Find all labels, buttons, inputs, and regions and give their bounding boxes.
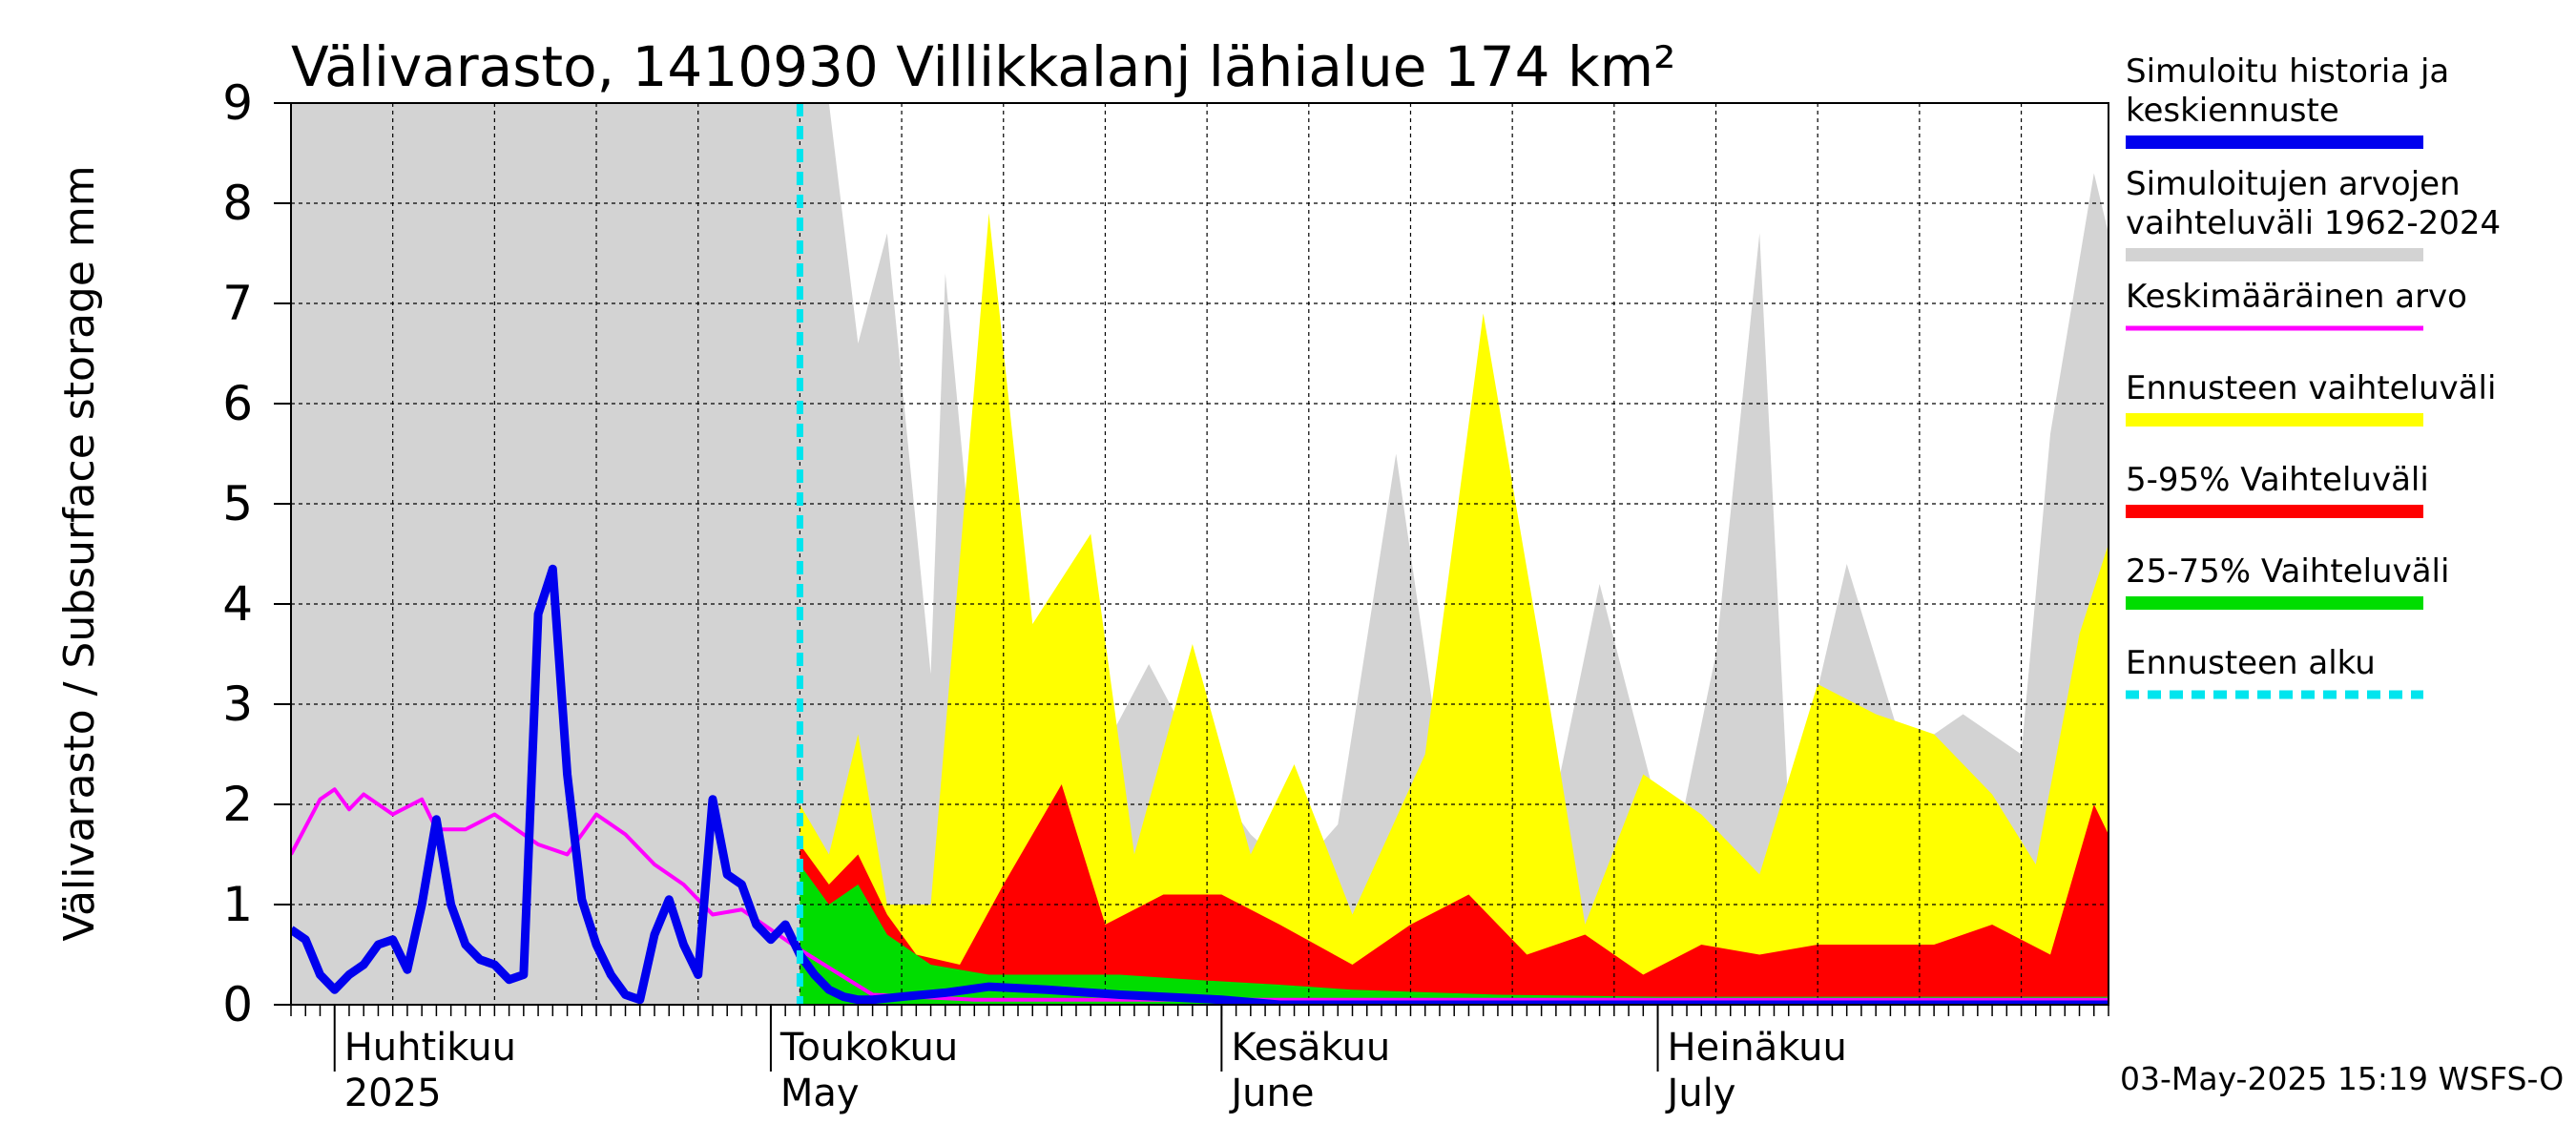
legend-label: Simuloitu historia ja — [2126, 52, 2449, 91]
band-5-95-vaihteluvali — [800, 784, 2109, 1005]
y-tick-label: 4 — [222, 576, 253, 632]
month-label-en: 2025 — [344, 1072, 442, 1115]
y-tick-label: 0 — [222, 977, 253, 1032]
month-label-en: July — [1665, 1072, 1736, 1115]
legend-label: vaihteluväli 1962-2024 — [2126, 204, 2501, 242]
month-label-fi: Heinäkuu — [1668, 1026, 1847, 1070]
legend-label: keskiennuste — [2126, 92, 2339, 130]
legend-item-ennusteen-alku: Ennusteen alku — [2126, 644, 2423, 699]
legend-item-keskimaarainen-arvo: Keskimääräinen arvo — [2126, 278, 2467, 331]
legend-item-5-95-vaihteluvali: 5-95% Vaihteluväli — [2126, 461, 2429, 518]
y-tick-label: 3 — [222, 677, 253, 732]
timestamp-footer: 03-May-2025 15:19 WSFS-O — [2120, 1060, 2564, 1097]
y-tick-label: 7 — [222, 276, 253, 331]
y-axis-label: Välivarasto / Subsurface storage mm — [55, 165, 104, 941]
legend-label: 5-95% Vaihteluväli — [2126, 461, 2429, 499]
month-label-fi: Kesäkuu — [1231, 1026, 1390, 1070]
month-label-en: May — [780, 1072, 860, 1115]
legend: Simuloitu historia jakeskiennusteSimuloi… — [2126, 52, 2501, 699]
y-axis: 0 1 2 3 4 5 6 7 8 9 — [222, 75, 291, 1032]
legend-label: Ennusteen alku — [2126, 644, 2376, 682]
legend-label: Simuloitujen arvojen — [2126, 165, 2461, 203]
y-tick-label: 8 — [222, 176, 253, 231]
month-label-fi: Huhtikuu — [344, 1026, 516, 1070]
y-tick-label: 2 — [222, 777, 253, 832]
line-simuloitu-historia-ja-keskiennuste — [291, 564, 2109, 1005]
legend-item-ennusteen-vaihteluvali: Ennusteen vaihteluväli — [2126, 369, 2496, 427]
plot-frame — [290, 102, 2109, 1006]
band-simuloitujen-arvojen-vaihteluvali-1962-2024 — [291, 103, 2109, 1005]
y-tick-label: 9 — [222, 75, 253, 131]
legend-label: Ennusteen vaihteluväli — [2126, 369, 2496, 407]
legend-item-25-75-vaihteluvali: 25-75% Vaihteluväli — [2126, 552, 2449, 610]
y-tick-label: 1 — [222, 877, 253, 932]
band-ennusteen-vaihteluvali — [800, 213, 2109, 1005]
month-label-fi: Toukokuu — [779, 1026, 958, 1070]
legend-label: Keskimääräinen arvo — [2126, 278, 2467, 316]
legend-label: 25-75% Vaihteluväli — [2126, 552, 2449, 591]
month-label-en: June — [1228, 1072, 1314, 1115]
gridlines — [291, 103, 2109, 1005]
y-tick-label: 6 — [222, 376, 253, 431]
series-lines — [291, 103, 2109, 1005]
y-tick-label: 5 — [222, 476, 253, 531]
chart-title: Välivarasto, 1410930 Villikkalanj lähial… — [291, 34, 1675, 99]
